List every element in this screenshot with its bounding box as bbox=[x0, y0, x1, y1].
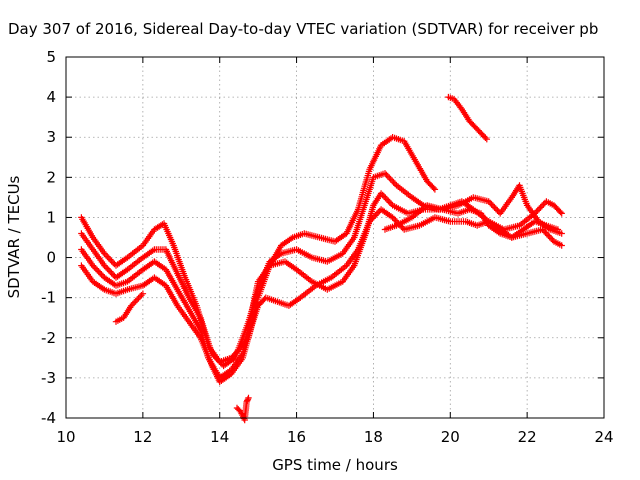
y-axis-label: SDTVAR / TECUs bbox=[5, 175, 23, 298]
data-marks bbox=[78, 93, 565, 424]
series-track-4 bbox=[78, 206, 565, 386]
x-tick-label: 10 bbox=[56, 428, 75, 446]
x-axis-label: GPS time / hours bbox=[272, 456, 398, 474]
chart-title: Day 307 of 2016, Sidereal Day-to-day VTE… bbox=[8, 20, 598, 38]
x-tick-labels: 10 12 14 16 18 20 22 24 bbox=[56, 428, 613, 446]
x-tick-label: 24 bbox=[594, 428, 613, 446]
y-tick-label: -1 bbox=[41, 289, 56, 307]
y-tick-label: -3 bbox=[41, 369, 56, 387]
series-track-1 bbox=[78, 134, 439, 365]
y-tick-label: 0 bbox=[46, 249, 56, 267]
y-tick-label: 3 bbox=[46, 128, 56, 146]
series-track-7 bbox=[445, 93, 490, 143]
x-tick-label: 12 bbox=[133, 428, 152, 446]
x-tick-label: 22 bbox=[518, 428, 537, 446]
y-tick-label: -2 bbox=[41, 329, 56, 347]
y-tick-label: 1 bbox=[46, 208, 56, 226]
y-tick-labels: 5 4 3 2 1 0 -1 -2 -3 -4 bbox=[41, 48, 56, 427]
series-track-2 bbox=[78, 170, 565, 370]
y-tick-label: 4 bbox=[46, 88, 56, 106]
x-tick-label: 20 bbox=[441, 428, 460, 446]
x-tick-label: 16 bbox=[287, 428, 306, 446]
series-track-8 bbox=[233, 394, 252, 424]
plot-frame bbox=[65, 56, 605, 419]
y-tick-label: 5 bbox=[46, 48, 56, 66]
x-tick-label: 14 bbox=[210, 428, 229, 446]
series-track-6 bbox=[112, 290, 147, 325]
y-tick-label: -4 bbox=[41, 409, 56, 427]
series-track-5 bbox=[381, 202, 562, 241]
y-tick-label: 2 bbox=[46, 168, 56, 186]
x-tick-label: 18 bbox=[364, 428, 383, 446]
